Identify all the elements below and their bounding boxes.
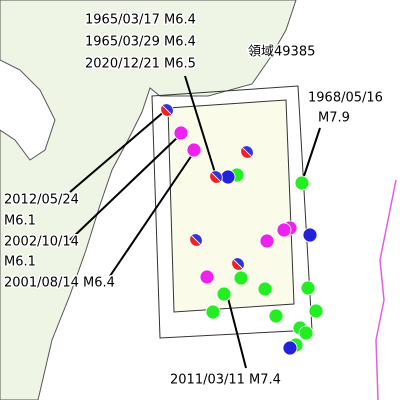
leader — [109, 151, 195, 277]
quake-marker — [160, 104, 173, 117]
land — [0, 0, 297, 400]
leader — [69, 133, 182, 241]
quake-marker — [186, 142, 202, 158]
label: 1965/03/29 M6.4 — [85, 35, 196, 50]
quake-marker — [205, 304, 221, 320]
quake-marker — [199, 269, 215, 285]
quake-marker — [302, 227, 318, 243]
quake-marker — [282, 340, 298, 356]
quake-marker — [209, 171, 222, 184]
label: 2020/12/21 M6.5 — [85, 57, 196, 72]
quake-marker — [216, 286, 232, 302]
quake-marker — [257, 281, 273, 297]
quake-marker — [233, 270, 249, 286]
region-label: 領域49385 — [248, 44, 315, 60]
quake-marker — [173, 125, 189, 141]
label: 1965/03/17 M6.4 — [85, 13, 196, 28]
label: 1968/05/16 — [308, 91, 383, 106]
quake-marker — [294, 175, 310, 191]
label: 2002/10/14 — [4, 235, 79, 250]
quake-marker — [259, 233, 275, 249]
quake-marker — [231, 258, 244, 271]
quake-marker — [298, 325, 314, 341]
quake-marker — [300, 280, 316, 296]
leader — [301, 127, 321, 183]
label: M7.9 — [318, 111, 350, 126]
boundary — [375, 179, 397, 400]
quake-marker — [240, 146, 253, 159]
quake-marker — [276, 222, 292, 238]
label: 2001/08/14 M6.4 — [4, 276, 115, 291]
label: M6.1 — [4, 214, 36, 229]
leader — [184, 75, 217, 177]
leader-lines — [69, 75, 321, 369]
leader — [227, 297, 247, 369]
quake-marker — [220, 169, 236, 185]
label: 2012/05/24 — [4, 193, 79, 208]
label: M6.1 — [4, 255, 36, 270]
bay — [0, 59, 56, 161]
quake-markers — [160, 103, 324, 356]
quake-marker — [308, 303, 324, 319]
label: 2011/03/11 M7.4 — [170, 373, 281, 388]
quake-marker — [268, 308, 284, 324]
quake-marker — [189, 234, 202, 247]
leader — [69, 109, 167, 193]
